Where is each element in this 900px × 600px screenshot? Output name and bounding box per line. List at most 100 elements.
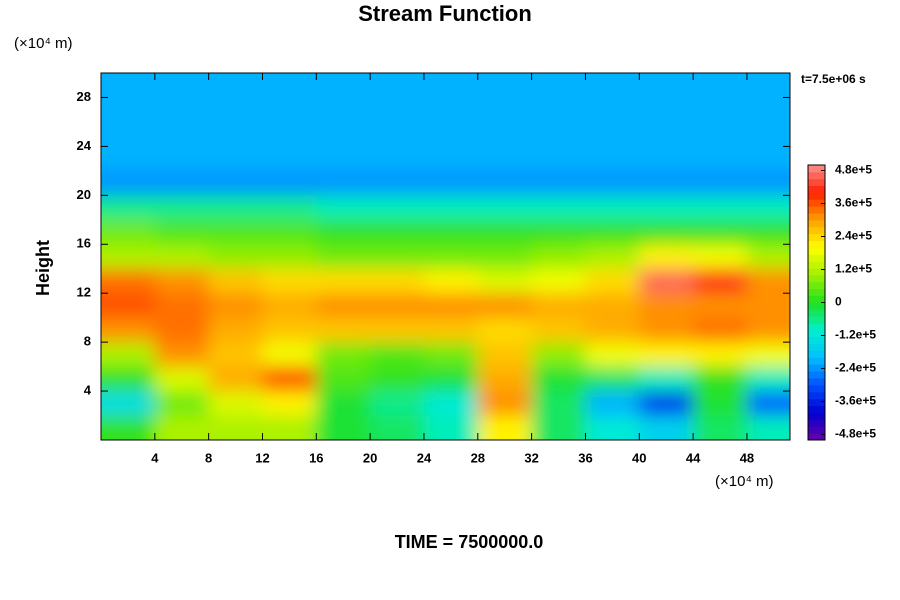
cell: [585, 97, 640, 123]
cell: [693, 317, 748, 343]
cell: [639, 317, 694, 343]
cell: [423, 415, 479, 440]
cell: [101, 170, 156, 196]
x-tick-label: 48: [740, 450, 754, 465]
cell: [370, 244, 425, 270]
colorbar-band: [808, 185, 825, 193]
footer: TIME = 7500000.0: [395, 532, 544, 552]
colorbar-band: [808, 398, 825, 407]
cell: [746, 219, 790, 245]
cell: [154, 268, 210, 294]
cell: [208, 391, 263, 417]
cell: [531, 268, 586, 294]
cell: [154, 195, 210, 221]
colorbar-band: [808, 391, 825, 400]
cell: [531, 170, 586, 196]
cell: [693, 195, 748, 221]
cell: [101, 391, 156, 417]
cell: [262, 293, 317, 319]
cell: [423, 121, 479, 147]
x-tick-label: 4: [151, 450, 159, 465]
colorbar-label: 3.6e+5: [835, 196, 872, 210]
cell: [370, 415, 425, 440]
cell: [154, 415, 210, 440]
colorbar-band: [808, 350, 825, 358]
cell: [316, 268, 371, 294]
colorbar-band: [808, 171, 825, 180]
cell: [208, 97, 263, 123]
cell: [639, 195, 694, 221]
cell: [746, 97, 790, 123]
colorbar-band: [808, 261, 825, 269]
cell: [154, 146, 210, 172]
cell: [639, 170, 694, 196]
cell: [477, 97, 533, 123]
y-tick-label: 8: [84, 334, 91, 349]
cell: [370, 146, 425, 172]
cell: [101, 415, 156, 440]
cell: [423, 219, 479, 245]
cell: [262, 146, 317, 172]
cell: [531, 219, 586, 245]
cell: [585, 317, 640, 343]
cell: [477, 391, 533, 417]
cell: [208, 146, 263, 172]
time-note: t=7.5e+06 s: [801, 72, 866, 86]
cell: [639, 366, 694, 392]
cell: [531, 146, 586, 172]
colorbar-band: [808, 336, 825, 345]
cell: [423, 73, 479, 98]
cell: [746, 293, 790, 319]
cell: [154, 121, 210, 147]
colorbar-band: [808, 426, 825, 434]
colorbar-band: [808, 330, 825, 338]
x-tick-label: 20: [363, 450, 377, 465]
y-axis-label: Height: [33, 240, 53, 296]
cell: [746, 244, 790, 270]
cell: [423, 317, 479, 343]
cell: [423, 97, 479, 123]
cell: [101, 121, 156, 147]
colorbar-band: [808, 233, 825, 242]
y-tick-label: 4: [84, 383, 92, 398]
y-tick-label: 12: [77, 285, 91, 300]
cell: [370, 366, 425, 392]
colorbar-band: [808, 309, 825, 317]
colorbar-band: [808, 268, 825, 276]
cell: [154, 366, 210, 392]
cell: [531, 73, 586, 98]
colorbar-label: 2.4e+5: [835, 229, 872, 243]
cell: [208, 342, 263, 368]
colorbar-label: -1.2e+5: [835, 328, 876, 342]
cell: [423, 342, 479, 368]
cell: [693, 170, 748, 196]
cell: [370, 391, 425, 417]
cell: [154, 293, 210, 319]
cell: [316, 121, 371, 147]
cell: [316, 97, 371, 123]
cell: [746, 415, 790, 440]
field: [101, 73, 790, 440]
x-tick-label: 16: [309, 450, 323, 465]
cell: [101, 366, 156, 392]
cell: [316, 219, 371, 245]
colorbar-label: 1.2e+5: [835, 262, 872, 276]
cell: [423, 170, 479, 196]
cell: [101, 342, 156, 368]
cell: [101, 244, 156, 270]
y-tick-label: 28: [77, 89, 91, 104]
cell: [585, 219, 640, 245]
cell: [531, 195, 586, 221]
cell: [208, 244, 263, 270]
cell: [585, 293, 640, 319]
cell: [585, 73, 640, 98]
cell: [531, 244, 586, 270]
colorbar-band: [808, 419, 825, 427]
colorbar-band: [808, 343, 825, 352]
cell: [585, 146, 640, 172]
colorbar-band: [808, 371, 825, 379]
cell: [208, 317, 263, 343]
cell: [639, 268, 694, 294]
cell: [370, 121, 425, 147]
cell: [477, 219, 533, 245]
